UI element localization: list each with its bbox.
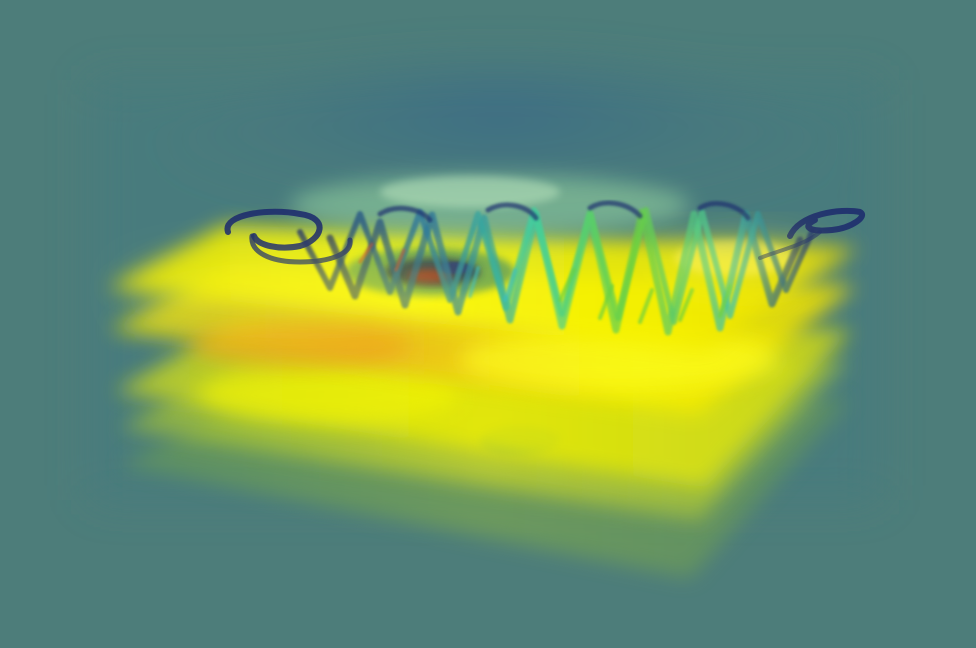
- glow-overlay: [130, 242, 820, 318]
